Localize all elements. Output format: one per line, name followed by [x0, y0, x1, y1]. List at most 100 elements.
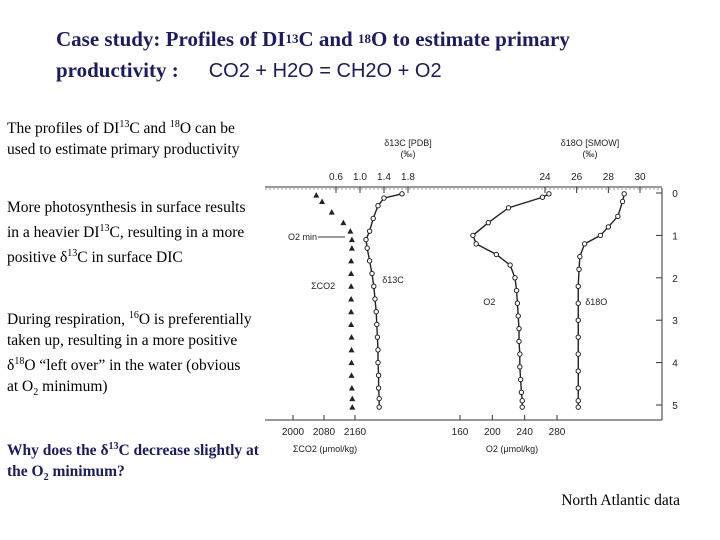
point-ΣCO2 [340, 219, 347, 226]
point-δ13C [372, 296, 378, 302]
point-O2 [493, 251, 500, 258]
point-O2 [519, 398, 525, 404]
point-δ18O [621, 191, 627, 197]
point-δ18O [605, 224, 612, 230]
point-ΣCO2 [328, 209, 335, 215]
paragraph-profiles: The profiles of DI13C and 18O can be use… [7, 119, 240, 159]
top-axis-title: δ13C [PDB] [384, 138, 432, 148]
point-δ18O [615, 213, 621, 220]
point-δ18O [575, 351, 581, 357]
point-δ13C [375, 372, 382, 379]
point-δ13C [366, 258, 373, 264]
point-O2 [516, 338, 522, 345]
point-δ13C [375, 203, 381, 209]
bottom-tick-label: 280 [549, 427, 566, 438]
top-tick-label: 30 [634, 172, 646, 183]
paragraph-respiration: During respiration, 16O is preferentiall… [7, 310, 252, 399]
point-δ18O [581, 241, 588, 247]
point-ΣCO2 [348, 372, 355, 378]
question-text: Why does the δ13C decrease slightly at t… [7, 441, 259, 484]
bottom-tick-label: 2080 [313, 427, 336, 438]
series-label-O2: O2 [483, 297, 495, 307]
top-axis-title: δ18O [SMOW] [561, 138, 620, 148]
point-δ13C [371, 283, 377, 289]
top-tick-label: 1.8 [401, 172, 415, 183]
point-ΣCO2 [348, 385, 355, 391]
point-δ18O [576, 266, 582, 273]
top-axis-unit: (‰) [583, 149, 598, 159]
point-O2 [539, 194, 546, 200]
point-δ13C [364, 245, 370, 251]
series-label-δ18O: δ18O [585, 297, 607, 307]
point-ΣCO2 [348, 334, 355, 340]
point-ΣCO2 [319, 198, 326, 204]
point-δ13C [375, 359, 381, 366]
reaction-equation: CO2 + H2O = CH2O + O2 [208, 60, 442, 82]
point-ΣCO2 [348, 321, 355, 327]
point-ΣCO2 [348, 283, 355, 289]
point-δ18O [575, 368, 581, 374]
point-O2 [516, 325, 522, 332]
point-ΣCO2 [348, 346, 355, 353]
chart-frame [265, 186, 663, 421]
point-δ18O [619, 198, 626, 205]
top-tick-label: 28 [603, 172, 615, 183]
o2-min-annotation: O2 min [288, 232, 317, 242]
point-δ13C [370, 215, 376, 222]
top-tick-label: 1.4 [377, 172, 391, 183]
point-δ13C [375, 385, 382, 391]
point-ΣCO2 [348, 236, 355, 243]
point-δ13C [375, 347, 381, 353]
point-δ13C [374, 321, 380, 328]
point-δ13C [374, 334, 381, 340]
point-δ18O [575, 398, 581, 404]
point-O2 [515, 313, 521, 319]
data-source-note: North Atlantic data [561, 492, 680, 509]
bottom-tick-label: 160 [452, 427, 469, 438]
point-ΣCO2 [349, 404, 356, 410]
chart-marks [313, 191, 627, 410]
bottom-tick-label: 2160 [344, 427, 367, 438]
depth-tick-label: 5 [672, 401, 678, 412]
depth-tick-label: 4 [672, 359, 678, 370]
bottom-tick-label: 200 [484, 427, 501, 438]
point-O2 [519, 404, 525, 410]
point-δ18O [597, 232, 604, 239]
point-δ13C [376, 395, 382, 402]
top-tick-label: 1.0 [353, 172, 367, 183]
depth-tick-label: 0 [672, 189, 678, 200]
top-tick-label: 24 [539, 172, 551, 183]
point-O2 [507, 262, 513, 268]
depth-tick-label: 2 [672, 274, 678, 285]
point-ΣCO2 [313, 192, 320, 198]
point-δ18O [575, 385, 581, 391]
point-O2 [512, 275, 518, 281]
slide-title: Case study: Profiles of DI13C and 18O to… [56, 24, 716, 87]
point-O2 [517, 351, 523, 357]
point-δ13C [363, 236, 369, 243]
top-tick-label: 26 [571, 172, 583, 183]
point-O2 [517, 364, 523, 370]
point-ΣCO2 [348, 308, 355, 315]
point-ΣCO2 [349, 395, 356, 402]
series-label-ΣCO2: ΣCO2 [311, 281, 335, 291]
point-δ18O [575, 404, 581, 410]
point-O2 [473, 241, 479, 247]
point-O2 [470, 232, 476, 239]
depth-tick-label: 1 [672, 231, 678, 242]
point-ΣCO2 [348, 359, 355, 366]
point-ΣCO2 [348, 245, 355, 251]
bottom-tick-label: 2000 [282, 427, 305, 438]
series-line-δ13C [365, 193, 403, 408]
point-δ13C [376, 404, 382, 410]
point-δ18O [575, 317, 581, 323]
series-label-δ13C: δ13C [382, 275, 404, 285]
point-O2 [505, 205, 512, 211]
point-O2 [485, 219, 491, 226]
point-O2 [514, 300, 521, 306]
paragraph-photosynthesis: More photosynthesis in surface results i… [7, 199, 246, 267]
point-O2 [517, 376, 524, 383]
point-δ13C [373, 309, 379, 315]
